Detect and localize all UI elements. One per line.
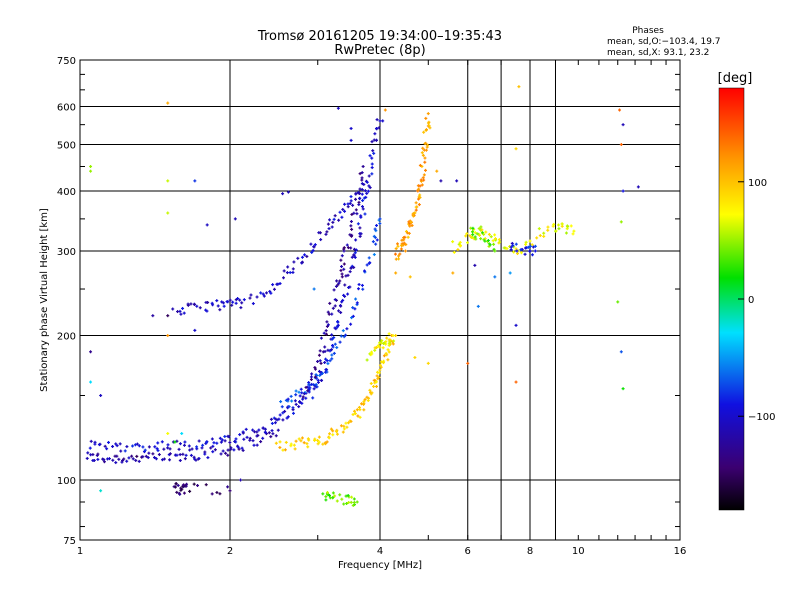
y-tick-label: 750 bbox=[57, 56, 76, 67]
x-tick-label: 2 bbox=[227, 546, 233, 557]
colorbar-label: [deg] bbox=[718, 71, 753, 86]
x-tick-label: 6 bbox=[465, 546, 471, 557]
y-tick-label: 500 bbox=[57, 141, 76, 152]
colorbar-tick-label: 100 bbox=[748, 178, 767, 189]
phase-stats-o: mean, sd,O:−103.4, 19.7 bbox=[607, 37, 721, 47]
x-tick-label: 8 bbox=[527, 546, 533, 557]
x-tick-layer: 1 2 4 6 8 10 16 bbox=[77, 60, 687, 557]
x-tick-label: 1 bbox=[77, 546, 83, 557]
y-tick-label: 600 bbox=[57, 103, 76, 114]
x-tick-label: 4 bbox=[377, 546, 383, 557]
colorbar-tick-label: 0 bbox=[748, 295, 754, 306]
y-axis-label: Stationary phase Virtual Height [km] bbox=[39, 208, 50, 392]
x-tick-label: 16 bbox=[674, 546, 687, 557]
y-tick-layer: 75 100 200 300 400 500 600 750 bbox=[57, 56, 680, 547]
x-axis-label: Frequency [MHz] bbox=[338, 560, 422, 571]
phase-stats-x: mean, sd,X: 93.1, 23.2 bbox=[607, 48, 709, 58]
y-tick-label: 100 bbox=[57, 476, 76, 487]
grid-layer bbox=[80, 60, 680, 540]
chart-title: Tromsø 20161205 19:34:00–19:35:43 bbox=[257, 29, 502, 44]
y-tick-label: 400 bbox=[57, 187, 76, 198]
data-layer bbox=[85, 85, 640, 507]
colorbar-tick-label: −100 bbox=[748, 412, 775, 423]
y-tick-label: 200 bbox=[57, 332, 76, 343]
chart-subtitle: RwPretec (8p) bbox=[334, 43, 425, 58]
y-tick-label: 300 bbox=[57, 247, 76, 258]
phase-stats-heading: Phases bbox=[632, 26, 664, 36]
colorbar-ticks: 100 0 −100 bbox=[738, 178, 775, 423]
y-tick-label: 75 bbox=[63, 536, 76, 547]
x-tick-label: 10 bbox=[572, 546, 585, 557]
